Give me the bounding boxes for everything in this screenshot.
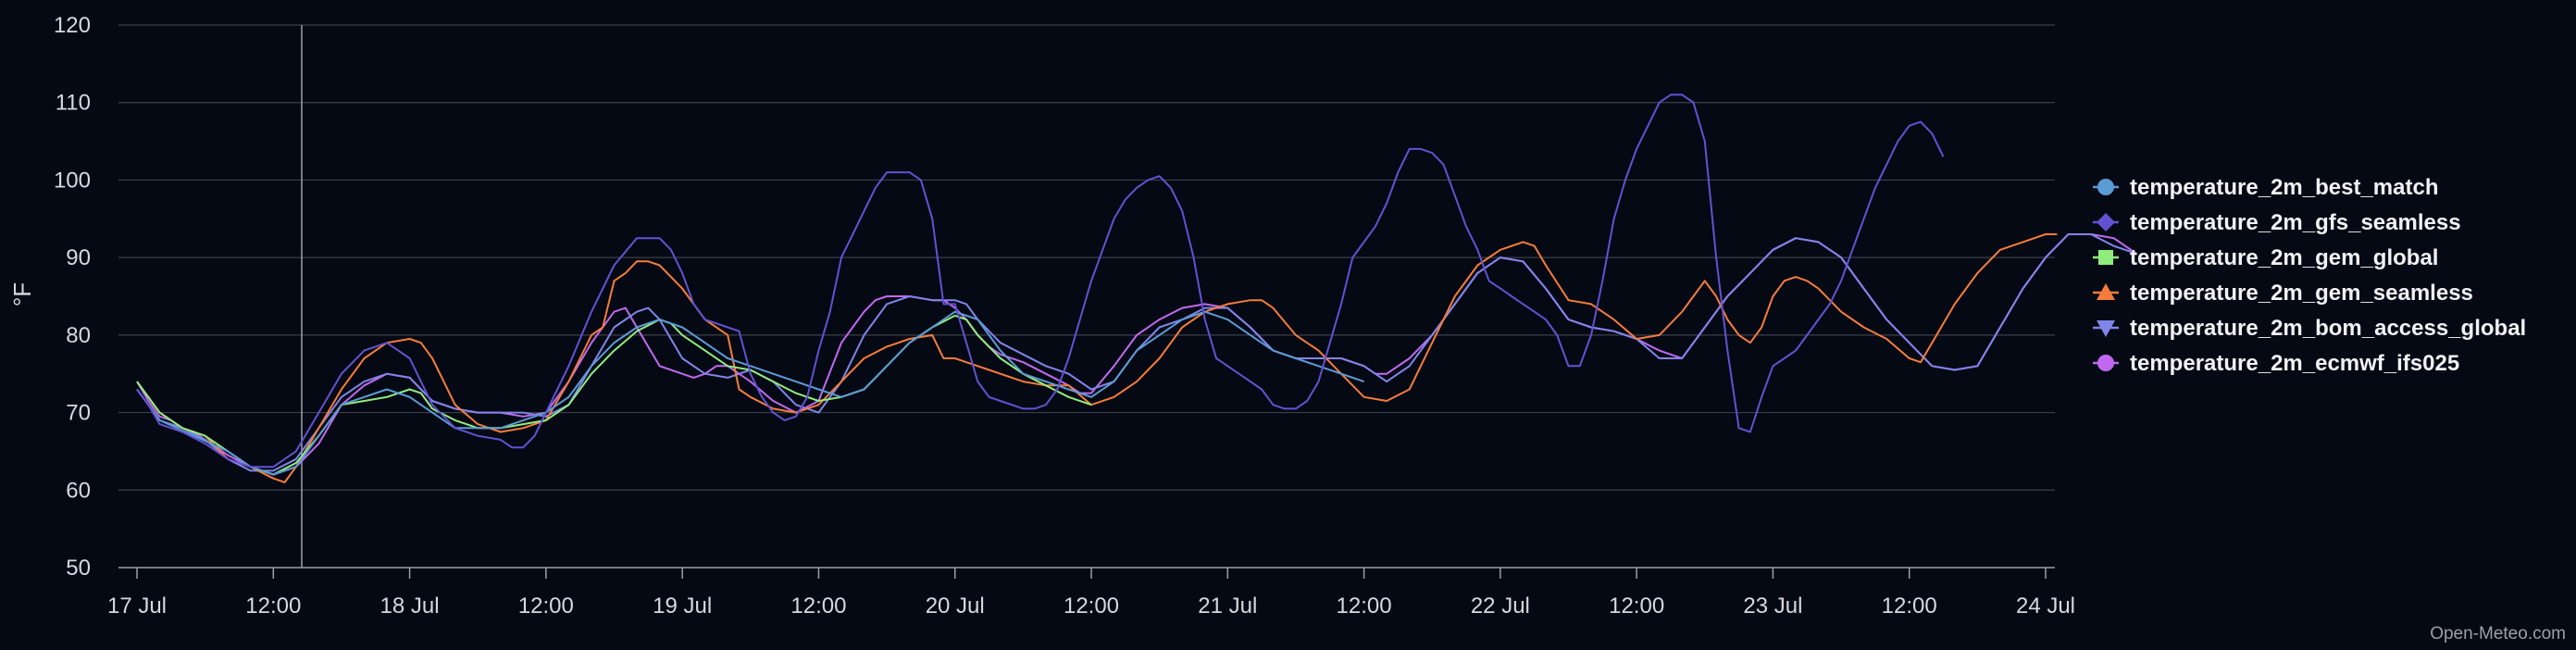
x-tick-label: 22 Jul bbox=[1471, 594, 1530, 619]
x-tick-label: 12:00 bbox=[245, 594, 301, 619]
legend-item-temperature_2m_gem_seamless[interactable]: temperature_2m_gem_seamless bbox=[2093, 281, 2473, 306]
legend-marker-diamond bbox=[2097, 213, 2115, 231]
x-tick-label: 12:00 bbox=[790, 594, 846, 619]
legend: temperature_2m_best_match temperature_2m_… bbox=[2093, 175, 2526, 376]
legend-item-temperature_2m_gfs_seamless[interactable]: temperature_2m_gfs_seamless bbox=[2093, 210, 2461, 235]
x-tick-label: 23 Jul bbox=[1743, 594, 1802, 619]
legend-marker-circle bbox=[2097, 179, 2114, 195]
legend-marker-square bbox=[2098, 250, 2113, 265]
x-tick-label: 20 Jul bbox=[926, 594, 985, 619]
legend-label: temperature_2m_gfs_seamless bbox=[2130, 210, 2461, 235]
legend-marker-triangle bbox=[2097, 283, 2115, 300]
y-tick-label: 90 bbox=[66, 245, 91, 270]
y-tick-label: 50 bbox=[66, 556, 91, 581]
legend-marker-triangle-down bbox=[2097, 320, 2115, 337]
x-tick-label: 19 Jul bbox=[653, 594, 712, 619]
x-tick-label: 12:00 bbox=[1882, 594, 1937, 619]
legend-item-temperature_2m_ecmwf_ifs025[interactable]: temperature_2m_ecmwf_ifs025 bbox=[2093, 351, 2459, 376]
legend-marker-circle bbox=[2097, 355, 2114, 371]
legend-item-temperature_2m_bom_access_global[interactable]: temperature_2m_bom_access_global bbox=[2093, 316, 2526, 341]
y-tick-label: 60 bbox=[66, 478, 91, 503]
x-tick-label: 12:00 bbox=[518, 594, 574, 619]
y-tick-label: 110 bbox=[56, 91, 91, 116]
y-tick-label: 70 bbox=[66, 401, 91, 426]
y-tick-label: 80 bbox=[66, 323, 91, 348]
y-axis-title: °F bbox=[8, 282, 36, 306]
legend-label: temperature_2m_gem_seamless bbox=[2130, 281, 2473, 306]
series-line-temperature_2m_gem_global[interactable] bbox=[136, 314, 1092, 476]
x-tick-label: 17 Jul bbox=[107, 594, 167, 619]
legend-item-temperature_2m_best_match[interactable]: temperature_2m_best_match bbox=[2093, 175, 2438, 200]
x-tick-label: 12:00 bbox=[1064, 594, 1119, 619]
credit-link[interactable]: Open-Meteo.com bbox=[2430, 624, 2566, 644]
series-line-temperature_2m_gfs_seamless[interactable] bbox=[136, 94, 1945, 469]
legend-label: temperature_2m_ecmwf_ifs025 bbox=[2130, 351, 2459, 376]
x-tick-label: 24 Jul bbox=[2016, 594, 2075, 619]
series-line-temperature_2m_best_match[interactable] bbox=[136, 310, 1364, 476]
axes: 50 60 70 80 90 100 110 120 17 Jul 12:00 18 Jul 12:0… bbox=[54, 13, 2075, 619]
x-tick-label: 12:00 bbox=[1337, 594, 1392, 619]
y-tick-label: 120 bbox=[54, 13, 91, 38]
y-tick-label: 100 bbox=[54, 168, 91, 193]
legend-label: temperature_2m_best_match bbox=[2130, 175, 2438, 200]
legend-item-temperature_2m_gem_global[interactable]: temperature_2m_gem_global bbox=[2093, 245, 2438, 270]
legend-label: temperature_2m_bom_access_global bbox=[2130, 316, 2526, 341]
series-lines bbox=[136, 94, 2137, 483]
series-line-temperature_2m_gem_seamless[interactable] bbox=[136, 233, 2058, 483]
x-tick-label: 12:00 bbox=[1609, 594, 1664, 619]
legend-label: temperature_2m_gem_global bbox=[2130, 245, 2438, 270]
x-tick-label: 21 Jul bbox=[1198, 594, 1257, 619]
x-tick-label: 18 Jul bbox=[380, 594, 440, 619]
